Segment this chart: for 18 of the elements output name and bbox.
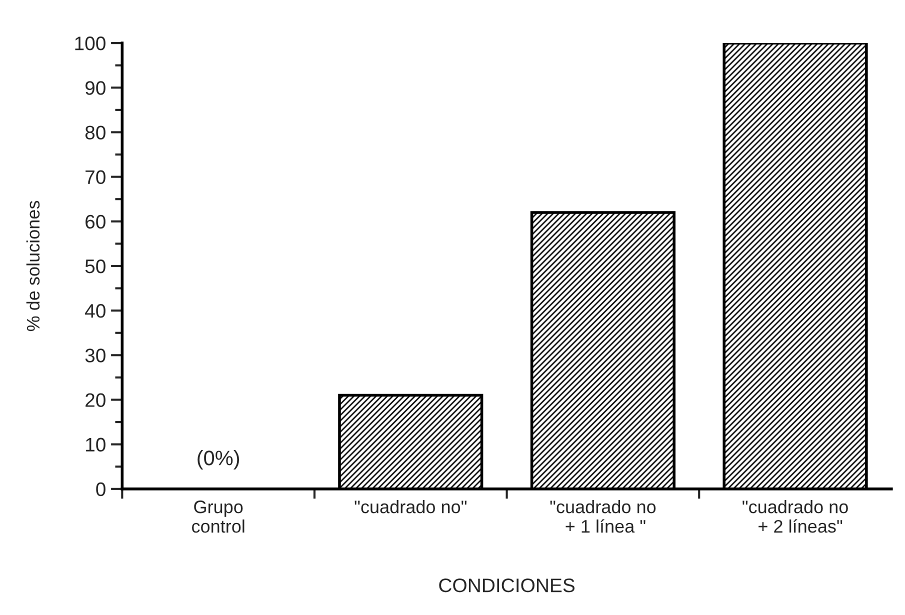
x-tick-label: "cuadrado no + 1 línea " xyxy=(550,500,656,533)
y-tick-label: 10 xyxy=(86,438,106,452)
y-tick-label: 50 xyxy=(85,259,106,274)
y-tick-label: 80 xyxy=(85,126,106,140)
x-tick-label: "cuadrado no" xyxy=(354,500,466,514)
y-tick-label: 60 xyxy=(86,214,106,229)
y-tick-label: 20 xyxy=(86,393,106,407)
x-tick-label: Grupo control xyxy=(192,500,244,533)
y-axis-title: % de soluciones xyxy=(26,200,40,332)
y-tick-label: 100 xyxy=(75,36,106,50)
y-tick-label: 30 xyxy=(85,348,106,362)
x-axis-title: CONDICIONES xyxy=(439,578,575,592)
y-tick-label: 0 xyxy=(96,482,106,496)
x-tick-label: "cuadrado no + 2 líneas" xyxy=(742,500,848,533)
y-tick-label: 90 xyxy=(85,81,106,95)
annotation: (0%) xyxy=(198,450,240,470)
y-tick-label: 40 xyxy=(85,304,106,318)
y-tick-label: 70 xyxy=(86,170,106,184)
